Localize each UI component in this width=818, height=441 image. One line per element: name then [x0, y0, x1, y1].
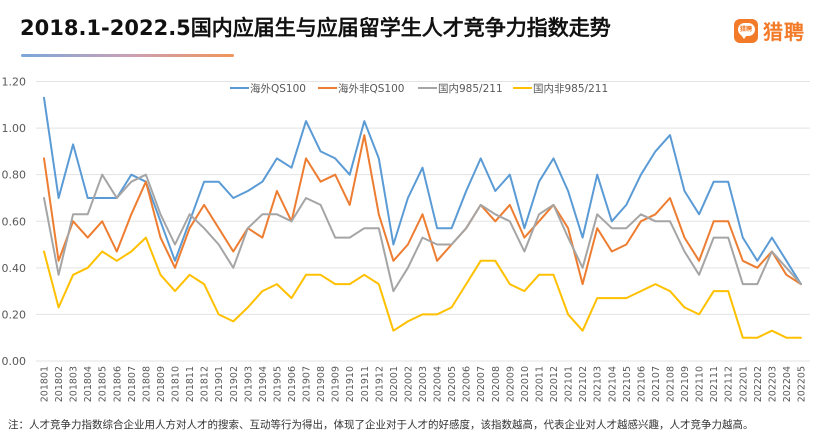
gridlines: [36, 81, 810, 362]
logo-badge-text: 猎聘: [739, 25, 752, 33]
y-tick-label: 0.60: [2, 215, 27, 228]
liepin-logo: 猎聘 猎聘: [734, 16, 805, 45]
x-tick-label: 202008: [491, 366, 502, 402]
legend: 海外QS100 海外非QS100 国内985/211 国内非985/211: [230, 82, 608, 95]
x-tick-label: 202101: [564, 366, 575, 402]
x-tick-label: 202001: [389, 366, 400, 402]
title-underline: [21, 54, 234, 57]
x-tick-label: 202104: [607, 366, 618, 402]
x-tick-label: 202201: [738, 366, 749, 402]
x-tick-label: 202105: [622, 366, 633, 402]
series-line-2: [43, 173, 802, 293]
x-tick-label: 202003: [418, 366, 429, 402]
x-tick-label: 201810: [171, 366, 182, 402]
x-tick-label: 202109: [680, 366, 691, 402]
chart-title: 2018.1-2022.5国内应届生与应届留学生人才竞争力指数走势: [20, 16, 611, 40]
series-line-0: [43, 96, 802, 286]
x-tick-label: 201807: [127, 366, 138, 402]
x-tick-label: 201907: [302, 366, 313, 402]
x-tick-label: 202107: [651, 366, 662, 402]
x-tick-label: 202103: [593, 366, 604, 402]
legend-label: 国内985/211: [438, 82, 503, 95]
x-tick-label: 202108: [665, 366, 676, 402]
x-tick-label: 201812: [200, 366, 211, 402]
x-tick-label: 202007: [476, 366, 487, 402]
x-tick-label: 201912: [374, 366, 385, 402]
x-tick-label: 202002: [403, 366, 414, 402]
x-tick-label: 202010: [520, 366, 531, 402]
line-chart: 0.000.200.400.600.801.001.20 201801 20180…: [2, 76, 810, 402]
x-tick-label: 201906: [287, 366, 298, 402]
x-axis-ticks: 201801 201802 201803 201804 201805 201806 2018…: [40, 366, 808, 402]
y-tick-label: 0.00: [2, 355, 27, 368]
legend-label: 海外QS100: [250, 82, 306, 95]
x-tick-label: 202102: [578, 366, 589, 402]
x-tick-label: 202009: [505, 366, 516, 402]
x-tick-label: 201901: [214, 366, 225, 402]
x-tick-label: 201904: [258, 366, 269, 402]
x-tick-label: 202203: [767, 366, 778, 402]
x-tick-label: 201905: [272, 366, 283, 402]
series-lines: [43, 96, 802, 339]
legend-label: 海外非QS100: [338, 82, 404, 95]
y-tick-label: 0.20: [2, 308, 27, 321]
x-tick-label: 202006: [462, 366, 473, 402]
legend-label: 国内非985/211: [533, 82, 608, 95]
x-tick-label: 202205: [797, 366, 808, 402]
series-line-1: [43, 134, 802, 286]
x-tick-label: 201903: [243, 366, 254, 402]
x-tick-label: 202005: [447, 366, 458, 402]
x-tick-label: 202012: [549, 366, 560, 402]
x-tick-label: 201803: [69, 366, 80, 402]
x-tick-label: 201908: [316, 366, 327, 402]
series-line-3: [43, 236, 802, 339]
logo-text: 猎聘: [763, 20, 805, 44]
x-tick-label: 201902: [229, 366, 240, 402]
x-tick-label: 202204: [782, 366, 793, 402]
y-tick-label: 1.00: [2, 122, 27, 135]
x-tick-label: 201811: [185, 366, 196, 402]
x-tick-label: 201809: [156, 366, 167, 402]
x-tick-label: 202011: [534, 366, 545, 402]
x-tick-label: 202111: [709, 366, 720, 402]
liepin-logo-icon: 猎聘: [734, 18, 758, 43]
x-tick-label: 201805: [98, 366, 109, 402]
x-tick-label: 201802: [54, 366, 65, 402]
x-tick-label: 202106: [636, 366, 647, 402]
x-tick-label: 201910: [345, 366, 356, 402]
x-tick-label: 201806: [112, 366, 123, 402]
y-axis-ticks: 0.00 0.20 0.40 0.60 0.80 1.00 1.20: [2, 76, 27, 369]
x-tick-label: 201911: [360, 366, 371, 402]
x-tick-label: 202202: [753, 366, 764, 402]
y-tick-label: 0.80: [2, 169, 27, 182]
x-tick-label: 202110: [695, 366, 706, 402]
x-tick-label: 201804: [83, 366, 94, 402]
y-tick-label: 1.20: [2, 76, 27, 89]
x-tick-label: 201909: [331, 366, 342, 402]
x-tick-label: 201808: [141, 366, 152, 402]
x-tick-label: 202112: [724, 366, 735, 402]
x-tick-label: 201801: [40, 366, 51, 402]
footnote: 注：人才竞争力指数综合企业用人方对人才的搜索、互动等行为得出，体现了企业对于人才…: [8, 419, 754, 431]
x-tick-label: 202004: [433, 366, 444, 402]
y-tick-label: 0.40: [2, 262, 27, 275]
speech-bubble-icon: 猎聘: [737, 23, 755, 39]
